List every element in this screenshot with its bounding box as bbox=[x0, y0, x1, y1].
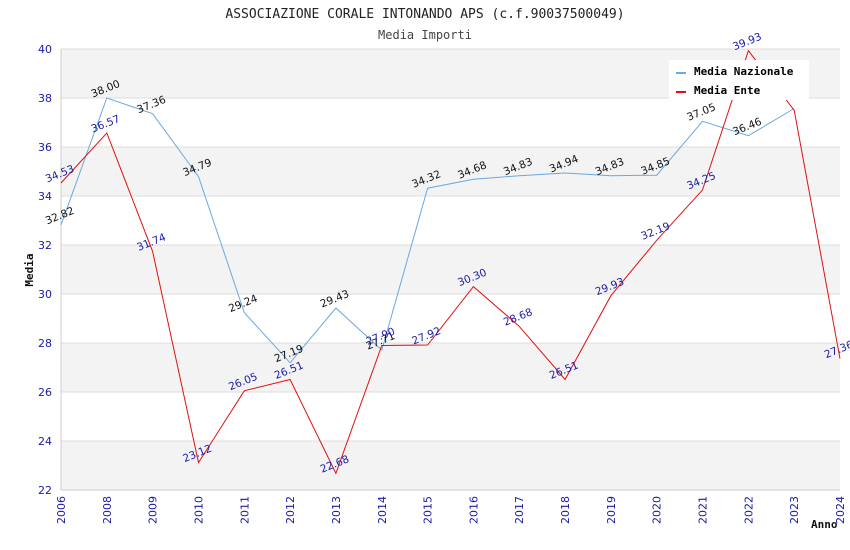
y-tick-label: 40 bbox=[38, 43, 52, 56]
grid-band bbox=[61, 343, 840, 392]
chart-title: ASSOCIAZIONE CORALE INTONANDO APS (c.f.9… bbox=[225, 7, 624, 22]
series-line-nazionale bbox=[60, 97, 795, 364]
y-tick-label: 24 bbox=[38, 435, 52, 448]
y-tick-label: 30 bbox=[38, 288, 52, 301]
x-tick-label: 2016 bbox=[467, 496, 480, 524]
x-tick-label: 2010 bbox=[192, 496, 205, 524]
y-tick-label: 26 bbox=[38, 386, 52, 399]
x-tick-label: 2023 bbox=[788, 496, 801, 524]
series-lines bbox=[60, 49, 841, 475]
y-tick-label: 38 bbox=[38, 92, 52, 105]
data-label-nazionale: 36.46 bbox=[731, 116, 764, 139]
x-axis-label: Anno bbox=[811, 518, 838, 531]
grid-band bbox=[61, 441, 840, 490]
x-tick-label: 2018 bbox=[559, 496, 572, 524]
x-tick-label: 2012 bbox=[284, 496, 297, 524]
axes bbox=[60, 49, 840, 491]
y-tick-labels: 22 24 26 28 30 32 34 36 38 40 bbox=[38, 43, 52, 497]
x-tick-label: 2006 bbox=[55, 496, 68, 524]
chart-subtitle: Media Importi bbox=[378, 28, 472, 42]
legend-label-nazionale: Media Nazionale bbox=[694, 65, 794, 78]
x-tick-label: 2020 bbox=[651, 496, 664, 524]
x-tick-label: 2009 bbox=[147, 496, 160, 524]
data-label-nazionale: 32.82 bbox=[44, 205, 76, 227]
x-tick-label: 2014 bbox=[376, 496, 389, 524]
y-tick-label: 32 bbox=[38, 239, 52, 252]
x-tick-label: 2017 bbox=[513, 496, 526, 524]
data-label-nazionale: 37.05 bbox=[685, 101, 717, 123]
y-tick-label: 28 bbox=[38, 337, 52, 350]
x-tick-label: 2021 bbox=[697, 496, 710, 524]
y-tick-label: 34 bbox=[38, 190, 52, 203]
y-axis-label: Media bbox=[23, 253, 36, 286]
x-tick-labels: 2006 2008 2009 2010 2011 2012 2013 2014 2015 2016… bbox=[55, 496, 847, 524]
y-tick-label: 36 bbox=[38, 141, 52, 154]
series-line-ente bbox=[60, 49, 841, 475]
legend-background bbox=[669, 60, 809, 100]
grid-band bbox=[61, 245, 840, 294]
legend: Media Nazionale Media Ente bbox=[669, 60, 809, 100]
x-tick-label: 2022 bbox=[742, 496, 755, 524]
x-tick-label: 2013 bbox=[330, 496, 343, 524]
x-tick-label: 2008 bbox=[101, 496, 114, 524]
data-label-nazionale: 29.24 bbox=[227, 293, 260, 316]
grid-band bbox=[61, 147, 840, 196]
data-label-ente: 32.19 bbox=[639, 220, 671, 242]
data-label-ente: 36.57 bbox=[89, 113, 121, 135]
legend-label-ente: Media Ente bbox=[694, 84, 761, 97]
grid-lines bbox=[61, 48, 840, 491]
x-tick-label: 2019 bbox=[605, 496, 618, 524]
x-tick-label: 2015 bbox=[422, 496, 435, 524]
x-tick-label: 2011 bbox=[238, 496, 251, 524]
x-tick-label: 2024 bbox=[834, 496, 847, 524]
grid-bands bbox=[61, 49, 840, 490]
y-tick-label: 22 bbox=[38, 484, 52, 497]
